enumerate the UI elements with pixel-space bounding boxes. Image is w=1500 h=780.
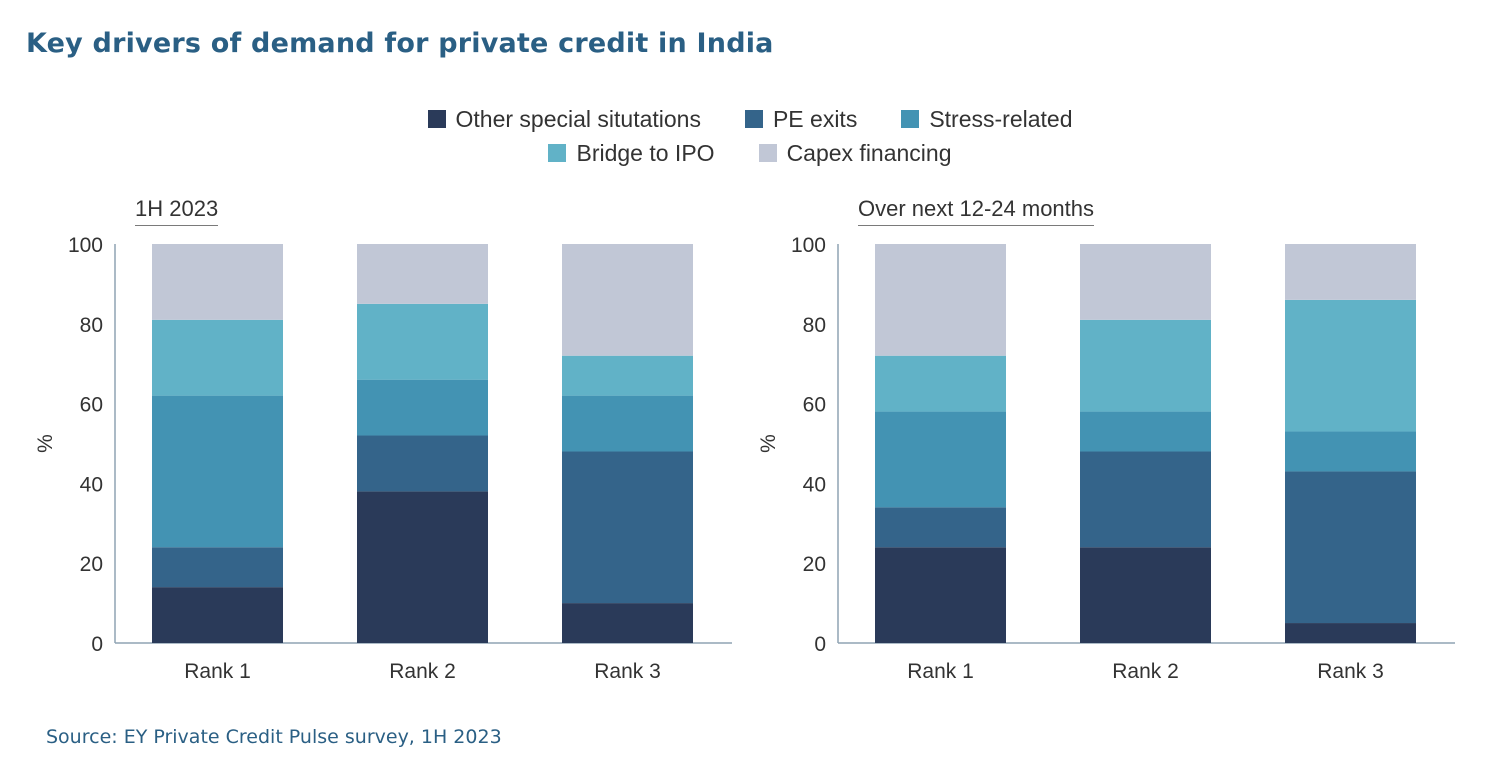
bar-segment-stress-related — [1080, 411, 1211, 452]
legend-label: Stress-related — [929, 105, 1073, 132]
x-tick-label: Rank 3 — [1317, 660, 1384, 683]
y-tick-label: 20 — [80, 553, 103, 576]
bar-segment-capex-financing — [1285, 244, 1416, 300]
x-tick-label: Rank 2 — [389, 660, 456, 683]
legend-swatch — [744, 110, 763, 128]
x-tick-label: Rank 2 — [1112, 660, 1179, 683]
x-tick-label: Rank 3 — [594, 660, 661, 683]
y-tick-label: 40 — [803, 473, 826, 496]
legend-item-capex-financing: Capex financing — [758, 139, 952, 167]
bar-segment-pe-exits — [1080, 451, 1211, 548]
legend-item-pe-exits: PE exits — [744, 105, 858, 133]
bar-segment-pe-exits — [1285, 471, 1416, 624]
legend-label: Bridge to IPO — [576, 139, 715, 166]
bar-segment-pe-exits — [562, 451, 693, 604]
bar-segment-pe-exits — [152, 547, 283, 588]
bar-segment-bridge-to-ipo — [875, 355, 1006, 412]
legend-item-other-special-situations: Other special situtations — [427, 105, 701, 133]
chart-title: Key drivers of demand for private credit… — [26, 28, 774, 59]
y-tick-label: 100 — [68, 234, 103, 257]
legend-swatch — [758, 144, 777, 162]
bar-segment-capex-financing — [1080, 244, 1211, 320]
panel-title-1h-2023: 1H 2023 — [135, 196, 219, 226]
legend: Other special situtations PE exits Stres… — [0, 102, 1500, 170]
bar-segment-capex-financing — [357, 244, 488, 304]
bar-segment-bridge-to-ipo — [152, 319, 283, 396]
source-note: Source: EY Private Credit Pulse survey, … — [46, 726, 502, 748]
y-tick-label: 60 — [80, 394, 103, 417]
y-axis-title: % — [34, 434, 57, 453]
legend-swatch — [548, 144, 567, 162]
bar-segment-pe-exits — [357, 435, 488, 492]
legend-swatch — [427, 110, 446, 128]
y-tick-label: 20 — [803, 553, 826, 576]
legend-label: Other special situtations — [455, 105, 701, 132]
bar-segment-other-special-situtations — [562, 603, 693, 643]
legend-row-1: Other special situtations PE exits Stres… — [0, 102, 1500, 136]
bar-segment-other-special-situtations — [1285, 623, 1416, 643]
legend-item-bridge-to-ipo: Bridge to IPO — [548, 139, 715, 167]
x-tick-label: Rank 1 — [184, 660, 251, 683]
bar-segment-other-special-situtations — [1080, 547, 1211, 643]
legend-label: PE exits — [772, 105, 858, 132]
x-tick-label: Rank 1 — [907, 660, 974, 683]
legend-item-stress-related: Stress-related — [901, 105, 1073, 133]
legend-swatch — [901, 110, 920, 128]
y-tick-label: 80 — [80, 314, 103, 337]
y-axis-title: % — [757, 434, 780, 453]
bar-segment-pe-exits — [875, 507, 1006, 548]
bar-segment-stress-related — [562, 395, 693, 452]
panel-title-next-12-24-months: Over next 12-24 months — [858, 196, 1095, 226]
y-tick-label: 0 — [91, 633, 103, 656]
bar-segment-other-special-situtations — [875, 547, 1006, 643]
legend-label: Capex financing — [786, 139, 952, 166]
bar-segment-bridge-to-ipo — [1285, 299, 1416, 432]
bar-segment-other-special-situtations — [357, 491, 488, 643]
bar-segment-capex-financing — [875, 244, 1006, 356]
y-tick-label: 100 — [791, 234, 826, 257]
bar-segment-bridge-to-ipo — [357, 303, 488, 380]
y-tick-label: 60 — [803, 394, 826, 417]
y-tick-label: 40 — [80, 473, 103, 496]
bar-segment-stress-related — [875, 411, 1006, 508]
bar-segment-capex-financing — [152, 244, 283, 320]
y-tick-label: 0 — [814, 633, 826, 656]
bar-segment-stress-related — [357, 379, 488, 436]
y-tick-label: 80 — [803, 314, 826, 337]
legend-row-2: Bridge to IPO Capex financing — [0, 136, 1500, 170]
bar-segment-capex-financing — [562, 244, 693, 356]
bar-segment-bridge-to-ipo — [1080, 319, 1211, 412]
bar-segment-stress-related — [1285, 431, 1416, 472]
bar-segment-bridge-to-ipo — [562, 355, 693, 396]
bar-segment-other-special-situtations — [152, 587, 283, 643]
bar-segment-stress-related — [152, 395, 283, 548]
